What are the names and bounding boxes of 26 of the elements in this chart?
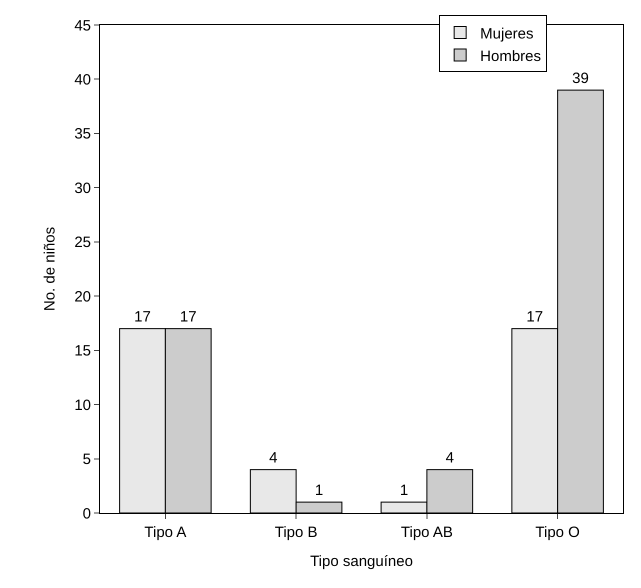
data-label: 1 xyxy=(400,482,408,500)
x-tick-label: Tipo A xyxy=(144,524,186,541)
y-tick-label: 15 xyxy=(74,342,91,360)
y-tick-label: 45 xyxy=(74,17,91,34)
x-tick-label: Tipo AB xyxy=(400,524,453,541)
y-tick-label: 40 xyxy=(74,71,91,88)
data-label: 1 xyxy=(314,482,324,500)
legend-label: Hombres xyxy=(480,48,542,65)
legend-label: Mujeres xyxy=(480,25,534,42)
data-label: 4 xyxy=(446,450,454,467)
data-label: 17 xyxy=(134,308,151,326)
x-tick-label: Tipo O xyxy=(535,524,580,541)
data-label: 4 xyxy=(269,450,278,467)
data-label: 39 xyxy=(572,70,589,88)
y-tick-label: 35 xyxy=(74,126,91,143)
y-tick-label: 5 xyxy=(82,451,91,468)
y-tick-label: 0 xyxy=(82,505,91,522)
y-tick-label: 25 xyxy=(74,234,91,252)
y-tick-label: 20 xyxy=(74,288,91,306)
x-tick-label: Tipo B xyxy=(274,524,318,541)
y-tick-label: 10 xyxy=(74,396,91,414)
data-label: 17 xyxy=(526,308,544,326)
x-axis-title: Tipo sanguíneo xyxy=(310,553,413,570)
data-label: 17 xyxy=(180,308,197,326)
y-axis-title: No. de niños xyxy=(42,226,59,312)
y-tick-label: 30 xyxy=(74,180,91,197)
